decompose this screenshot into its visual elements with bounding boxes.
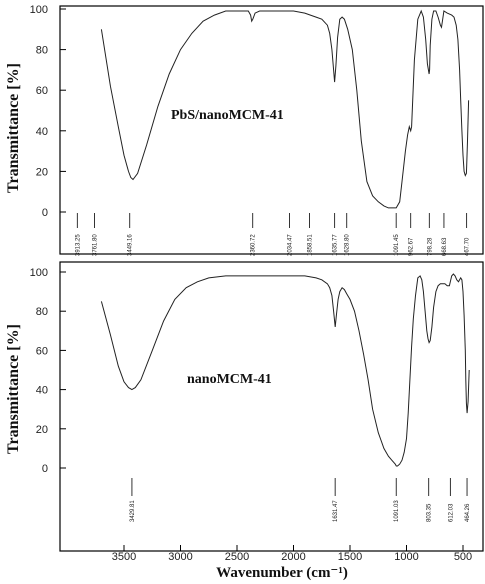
bottom-y-tick-label: 0 xyxy=(42,463,48,475)
top-y-tick-label: 40 xyxy=(36,126,48,138)
top-peak-label: 1091.45 xyxy=(394,234,400,256)
top-peak-label: 2360.72 xyxy=(251,234,257,256)
bottom-peak-label: 803.35 xyxy=(427,503,433,522)
bottom-y-axis-label: Transmittance [%] xyxy=(5,324,22,454)
x-tick-label: 2000 xyxy=(281,551,305,563)
bottom-y-tick-label: 80 xyxy=(36,306,48,318)
x-axis-label: Wavenumber (cm⁻¹) xyxy=(216,565,348,581)
bottom-peak-label: 612.03 xyxy=(448,503,454,522)
top-panel: 0 20 40 60 80 100 Transmittance [%] PbS/nanoM… xyxy=(5,4,484,256)
top-plot-frame xyxy=(59,5,484,255)
bottom-y-tick-label: 20 xyxy=(36,424,48,436)
x-tick-label: 3000 xyxy=(168,551,192,563)
x-tick-label: 1000 xyxy=(394,551,418,563)
bottom-peak-label: 1091.03 xyxy=(394,500,400,522)
bottom-y-tick-label: 60 xyxy=(36,345,48,357)
bottom-sample-label: nanoMCM-41 xyxy=(187,372,272,387)
bottom-plot-frame xyxy=(59,261,484,552)
top-peak-label: 1858.51 xyxy=(307,234,313,256)
x-tick-label: 1500 xyxy=(338,551,362,563)
bottom-spectrum-line xyxy=(100,273,470,467)
x-tick-label: 3500 xyxy=(112,551,136,563)
top-peak-label: 3449.16 xyxy=(128,234,134,256)
top-peak-label: 3913.25 xyxy=(75,234,81,256)
top-y-tick-label: 20 xyxy=(36,166,48,178)
top-peak-label: 798.28 xyxy=(427,237,433,256)
top-peak-label: 467.70 xyxy=(465,237,471,256)
top-y-tick-label: 0 xyxy=(42,207,48,219)
top-sample-label: PbS/nanoMCM-41 xyxy=(171,108,284,123)
top-spectrum-line xyxy=(100,9,470,209)
top-peak-label: 1628.80 xyxy=(345,234,351,256)
bottom-peak-label: 464.26 xyxy=(465,503,471,522)
bottom-peak-label: 1631.47 xyxy=(333,500,339,522)
bottom-panel: 0 20 40 60 80 100 3500 3000 2500 2000 1500 1000 500… xyxy=(5,261,484,581)
x-tick-label: 2500 xyxy=(225,551,249,563)
bottom-y-tick-label: 100 xyxy=(30,267,48,279)
x-tick-label: 500 xyxy=(454,551,472,563)
top-peak-label: 3761.80 xyxy=(92,234,98,256)
top-peak-label: 1635.77 xyxy=(333,234,339,256)
top-y-tick-label: 80 xyxy=(36,45,48,57)
top-peak-label: 2034.47 xyxy=(288,234,294,256)
bottom-peak-label: 3429.81 xyxy=(130,500,136,522)
top-y-tick-label: 60 xyxy=(36,85,48,97)
top-peak-label: 962.67 xyxy=(409,237,415,256)
top-y-tick-label: 100 xyxy=(30,4,48,16)
bottom-y-tick-label: 40 xyxy=(36,385,48,397)
top-peak-label: 668.63 xyxy=(442,237,448,256)
top-y-axis-label: Transmittance [%] xyxy=(5,63,22,193)
